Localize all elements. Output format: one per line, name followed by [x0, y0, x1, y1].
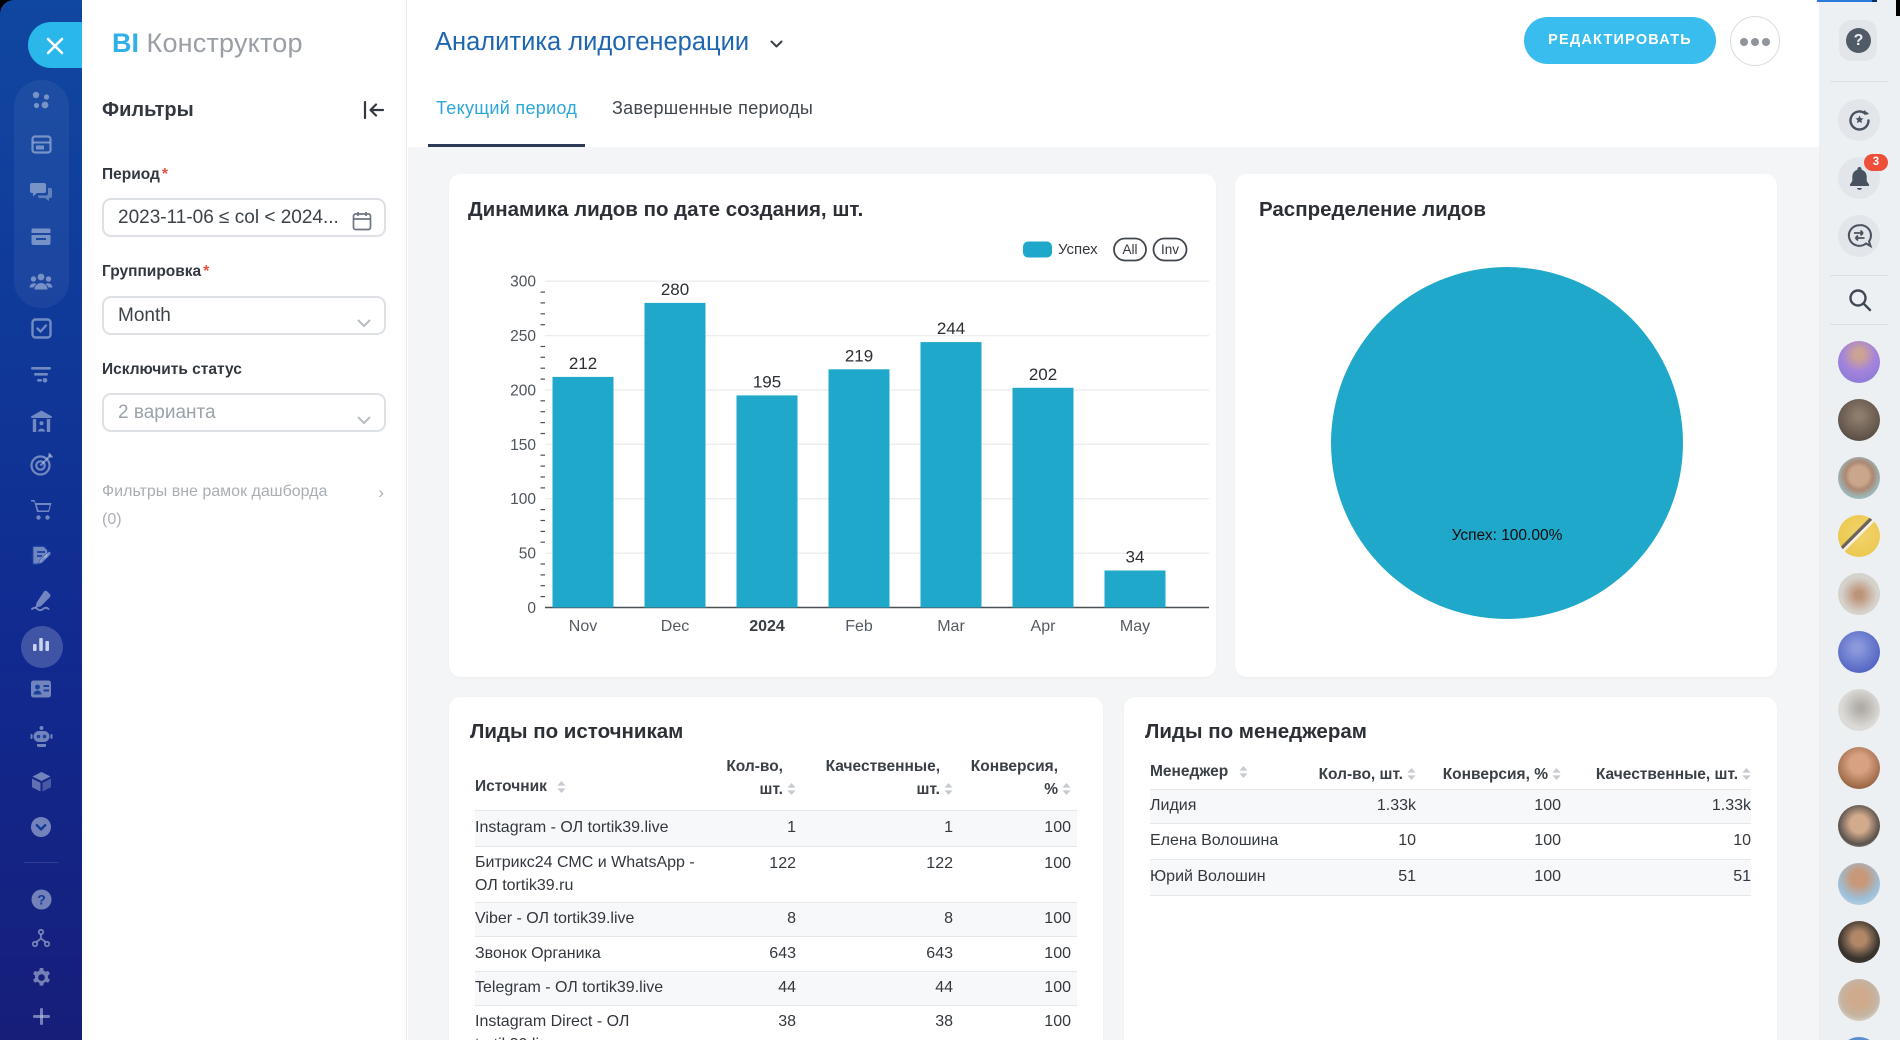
svg-text:Feb: Feb	[845, 618, 873, 635]
svg-text:244: 244	[937, 319, 965, 338]
svg-text:Успех: Успех	[1058, 241, 1098, 258]
svg-text:34: 34	[1126, 548, 1145, 567]
svg-text:219: 219	[845, 346, 873, 365]
svg-text:Dec: Dec	[661, 618, 689, 635]
svg-text:250: 250	[510, 328, 536, 345]
svg-text:195: 195	[753, 372, 781, 391]
svg-text:Apr: Apr	[1031, 618, 1057, 635]
svg-text:Mar: Mar	[937, 618, 965, 635]
svg-text:0: 0	[527, 600, 536, 617]
svg-text:May: May	[1120, 618, 1150, 635]
svg-text:2024: 2024	[749, 618, 785, 635]
svg-text:Inv: Inv	[1161, 242, 1179, 257]
svg-text:200: 200	[510, 383, 536, 400]
svg-text:Успех: 100.00%: Успех: 100.00%	[1452, 527, 1563, 544]
svg-text:212: 212	[569, 354, 597, 373]
svg-text:280: 280	[661, 280, 689, 299]
svg-text:150: 150	[510, 437, 536, 454]
svg-text:202: 202	[1029, 365, 1057, 384]
svg-text:100: 100	[510, 491, 536, 508]
svg-text:?: ?	[37, 892, 46, 908]
svg-text:300: 300	[510, 274, 536, 291]
svg-text:Nov: Nov	[569, 618, 597, 635]
svg-text:50: 50	[519, 546, 537, 563]
svg-text:All: All	[1122, 242, 1137, 257]
